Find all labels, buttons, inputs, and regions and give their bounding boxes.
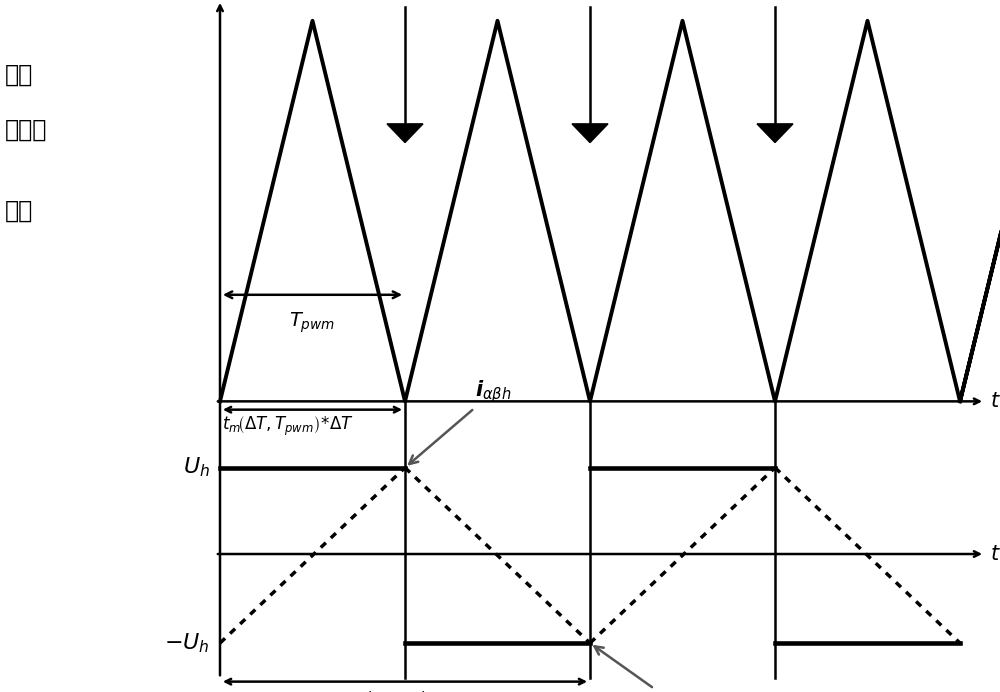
Text: 采样: 采样 [5, 62, 33, 86]
Text: $\boldsymbol{k}$+1: $\boldsymbol{k}$+1 [749, 0, 801, 3]
Text: $\boldsymbol{i}_{\alpha\beta h}$: $\boldsymbol{i}_{\alpha\beta h}$ [409, 379, 512, 464]
Text: $U_h$: $U_h$ [183, 456, 210, 480]
Polygon shape [387, 124, 423, 143]
Text: $t$: $t$ [990, 544, 1000, 564]
Text: $t_m\!\left(\Delta T,T_{pwm}\right)\!*\!\Delta T$: $t_m\!\left(\Delta T,T_{pwm}\right)\!*\!… [222, 415, 354, 439]
Text: $-\boldsymbol{i}_{\alpha\beta h}$: $-\boldsymbol{i}_{\alpha\beta h}$ [595, 646, 704, 692]
Text: $\boldsymbol{k}$: $\boldsymbol{k}$ [581, 0, 599, 3]
Polygon shape [572, 124, 608, 143]
Text: 计算点: 计算点 [5, 118, 47, 142]
Text: $t$: $t$ [990, 392, 1000, 411]
Text: $T_{pwm}$: $T_{pwm}$ [289, 310, 336, 334]
Polygon shape [757, 124, 793, 143]
Text: $\boldsymbol{k}$-1: $\boldsymbol{k}$-1 [384, 0, 426, 3]
Text: $t_m\!\left(\Delta T,T_h\right)\!*\!\Delta T$: $t_m\!\left(\Delta T,T_h\right)\!*\!\Del… [350, 689, 460, 692]
Text: 载波: 载波 [5, 199, 33, 223]
Text: $-U_h$: $-U_h$ [164, 631, 210, 655]
